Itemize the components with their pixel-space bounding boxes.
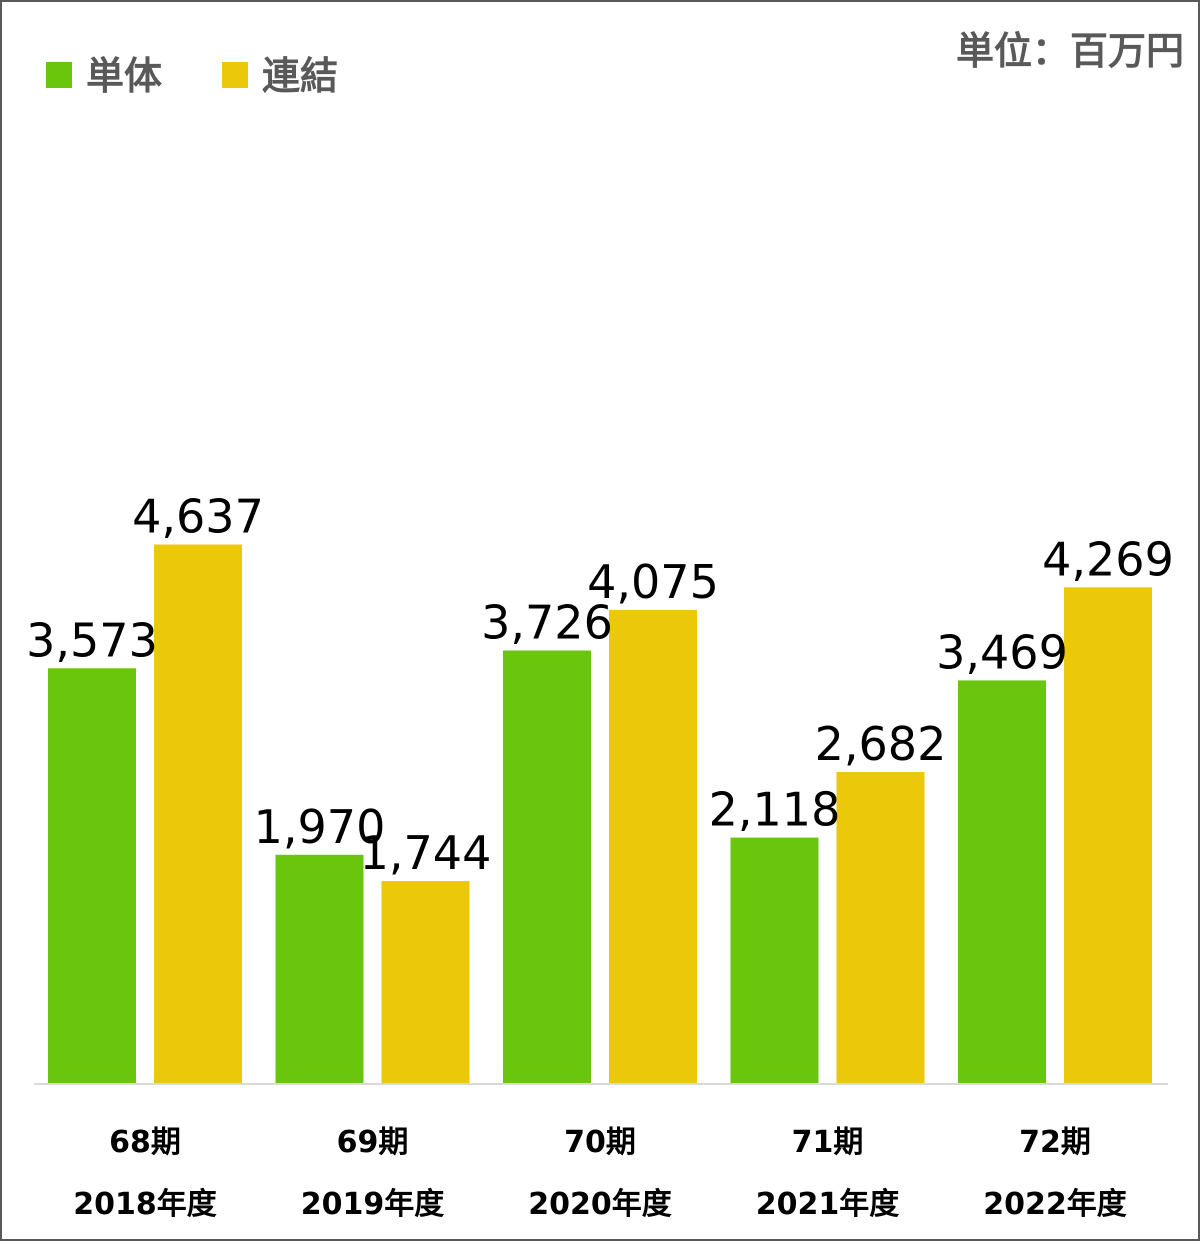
bar-single-4 xyxy=(958,680,1046,1084)
legend-swatch-consolidated xyxy=(222,62,248,88)
category-period-0: 68期 xyxy=(109,1125,181,1160)
bar-consolidated-4 xyxy=(1064,587,1152,1084)
category-year-2: 2020年度 xyxy=(528,1187,672,1222)
value-label-single-0: 3,573 xyxy=(26,613,158,667)
value-label-consolidated-3: 2,682 xyxy=(815,717,947,771)
value-label-consolidated-2: 4,075 xyxy=(587,555,719,609)
bar-consolidated-3 xyxy=(836,771,925,1084)
value-label-single-2: 3,726 xyxy=(481,596,613,650)
legend-swatch-single xyxy=(46,62,72,88)
bar-marks xyxy=(48,544,1152,1084)
bar-consolidated-1 xyxy=(381,881,470,1084)
legend-label-consolidated: 連結 xyxy=(262,54,338,98)
category-year-3: 2021年度 xyxy=(756,1187,900,1222)
value-label-single-1: 1,970 xyxy=(254,800,386,854)
bar-single-2 xyxy=(503,650,591,1084)
category-year-0: 2018年度 xyxy=(73,1187,217,1222)
legend: 単体 連結 xyxy=(46,54,338,98)
legend-label-single: 単体 xyxy=(86,54,162,98)
category-year-4: 2022年度 xyxy=(983,1187,1127,1222)
category-year-1: 2019年度 xyxy=(301,1187,445,1222)
category-period-4: 72期 xyxy=(1019,1125,1091,1160)
category-period-1: 69期 xyxy=(337,1125,409,1160)
unit-label: 単位：百万円 xyxy=(956,29,1184,73)
bar-single-1 xyxy=(275,854,364,1084)
value-label-consolidated-1: 1,744 xyxy=(360,826,492,880)
value-label-single-3: 2,118 xyxy=(709,783,841,837)
bar-consolidated-0 xyxy=(154,544,242,1084)
category-labels: 68期 2018年度 69期 2019年度 70期 2020年度 71期 2021年度 72期 2… xyxy=(73,1125,1127,1222)
category-period-2: 70期 xyxy=(564,1125,636,1160)
value-label-single-4: 3,469 xyxy=(936,625,1068,679)
value-label-consolidated-4: 4,269 xyxy=(1042,532,1174,586)
value-label-consolidated-0: 4,637 xyxy=(132,490,264,544)
bar-single-0 xyxy=(48,668,136,1084)
bar-consolidated-2 xyxy=(609,609,697,1084)
category-period-3: 71期 xyxy=(792,1125,864,1160)
bar-single-3 xyxy=(730,837,819,1084)
